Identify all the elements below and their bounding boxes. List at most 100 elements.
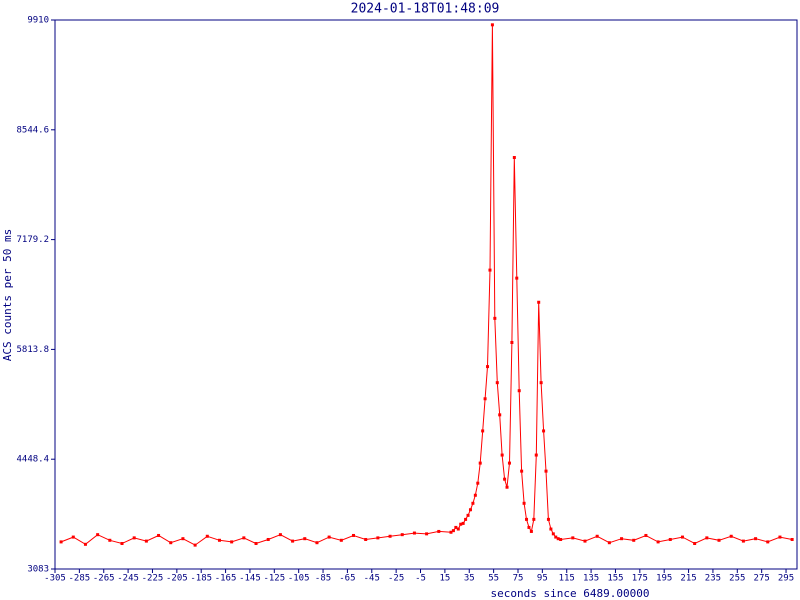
data-point [388,534,392,538]
data-point [481,429,485,433]
data-point [656,540,660,544]
data-point [754,537,758,541]
data-point [476,481,480,485]
data-point [59,540,63,544]
data-point [437,529,441,533]
data-point [537,300,541,304]
data-point [556,537,560,541]
data-point [741,539,745,543]
data-point [266,537,270,541]
data-point [157,533,161,537]
y-tick-label: 9910 [27,16,49,26]
x-tick-label: -145 [239,574,261,584]
data-point [464,517,468,521]
x-tick-label: 235 [705,574,721,584]
data-point [544,469,548,473]
data-point [766,540,770,544]
data-point [680,535,684,539]
data-point [500,453,504,457]
data-point [495,381,499,385]
data-point [549,527,553,531]
x-tick-label: 75 [513,574,524,584]
data-point [181,537,185,541]
data-point [583,539,587,543]
data-point [483,397,487,401]
data-point [534,453,538,457]
x-tick-label: 275 [754,574,770,584]
x-tick-label: 95 [537,574,548,584]
x-tick-label: -125 [263,574,285,584]
data-point [449,530,453,534]
data-point [512,156,516,160]
data-point [473,493,477,497]
x-tick-label: -25 [388,574,404,584]
data-point [486,365,490,369]
data-point [510,340,514,344]
x-tick-label: 215 [680,574,696,584]
data-point [144,539,148,543]
x-tick-label: -185 [190,574,212,584]
data-point [132,536,136,540]
data-point [539,381,543,385]
data-point [503,477,507,481]
x-tick-label: -85 [315,574,331,584]
data-point [466,513,470,517]
y-tick-label: 7179.2 [16,235,49,245]
data-point [315,541,319,545]
x-tick-label: -265 [93,574,115,584]
data-point [471,501,475,505]
data-point [498,413,502,417]
x-tick-label: -205 [166,574,188,584]
x-tick-label: -5 [415,574,426,584]
x-tick-label: -105 [288,574,310,584]
data-point [454,525,458,529]
data-point [505,485,509,489]
x-tick-label: 175 [632,574,648,584]
data-point [488,268,492,272]
data-point [193,543,197,547]
data-point [520,469,524,473]
data-point [778,535,782,539]
data-point [546,517,550,521]
data-point [493,316,497,320]
data-point [376,536,380,540]
x-tick-label: 135 [583,574,599,584]
data-point [532,517,536,521]
data-point [571,536,575,540]
data-line [60,24,793,546]
data-point [525,517,529,521]
data-point [254,542,258,546]
x-tick-label: 295 [778,574,794,584]
data-point [278,533,282,537]
data-point [790,537,794,541]
data-point [542,429,546,433]
data-point [515,276,519,280]
data-point [461,521,465,525]
x-tick-label: -165 [215,574,237,584]
data-point [644,533,648,537]
data-point [620,537,624,541]
data-point [729,534,733,538]
data-point [507,461,511,465]
x-tick-label: -305 [44,574,66,584]
x-tick-label: -225 [142,574,164,584]
data-point [554,535,558,539]
x-tick-label: 255 [729,574,745,584]
chart-title: 2024-01-18T01:48:09 [351,2,500,17]
x-tick-label: 115 [559,574,575,584]
data-point [217,538,221,542]
data-point [83,542,87,546]
x-tick-label: 55 [488,574,499,584]
x-tick-label: 35 [464,574,475,584]
data-point [352,533,356,537]
data-point [490,23,494,27]
data-point [559,537,563,541]
x-tick-label: 195 [656,574,672,584]
data-point [456,527,460,531]
data-point [668,537,672,541]
x-tick-label: -285 [69,574,91,584]
data-point [303,537,307,541]
y-axis-label: ACS counts per 50 ms [1,229,14,361]
data-point [96,533,100,537]
